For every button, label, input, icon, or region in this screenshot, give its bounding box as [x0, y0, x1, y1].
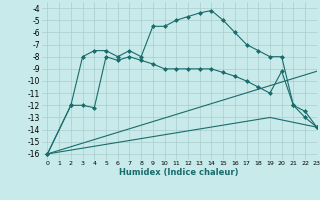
- X-axis label: Humidex (Indice chaleur): Humidex (Indice chaleur): [119, 168, 239, 177]
